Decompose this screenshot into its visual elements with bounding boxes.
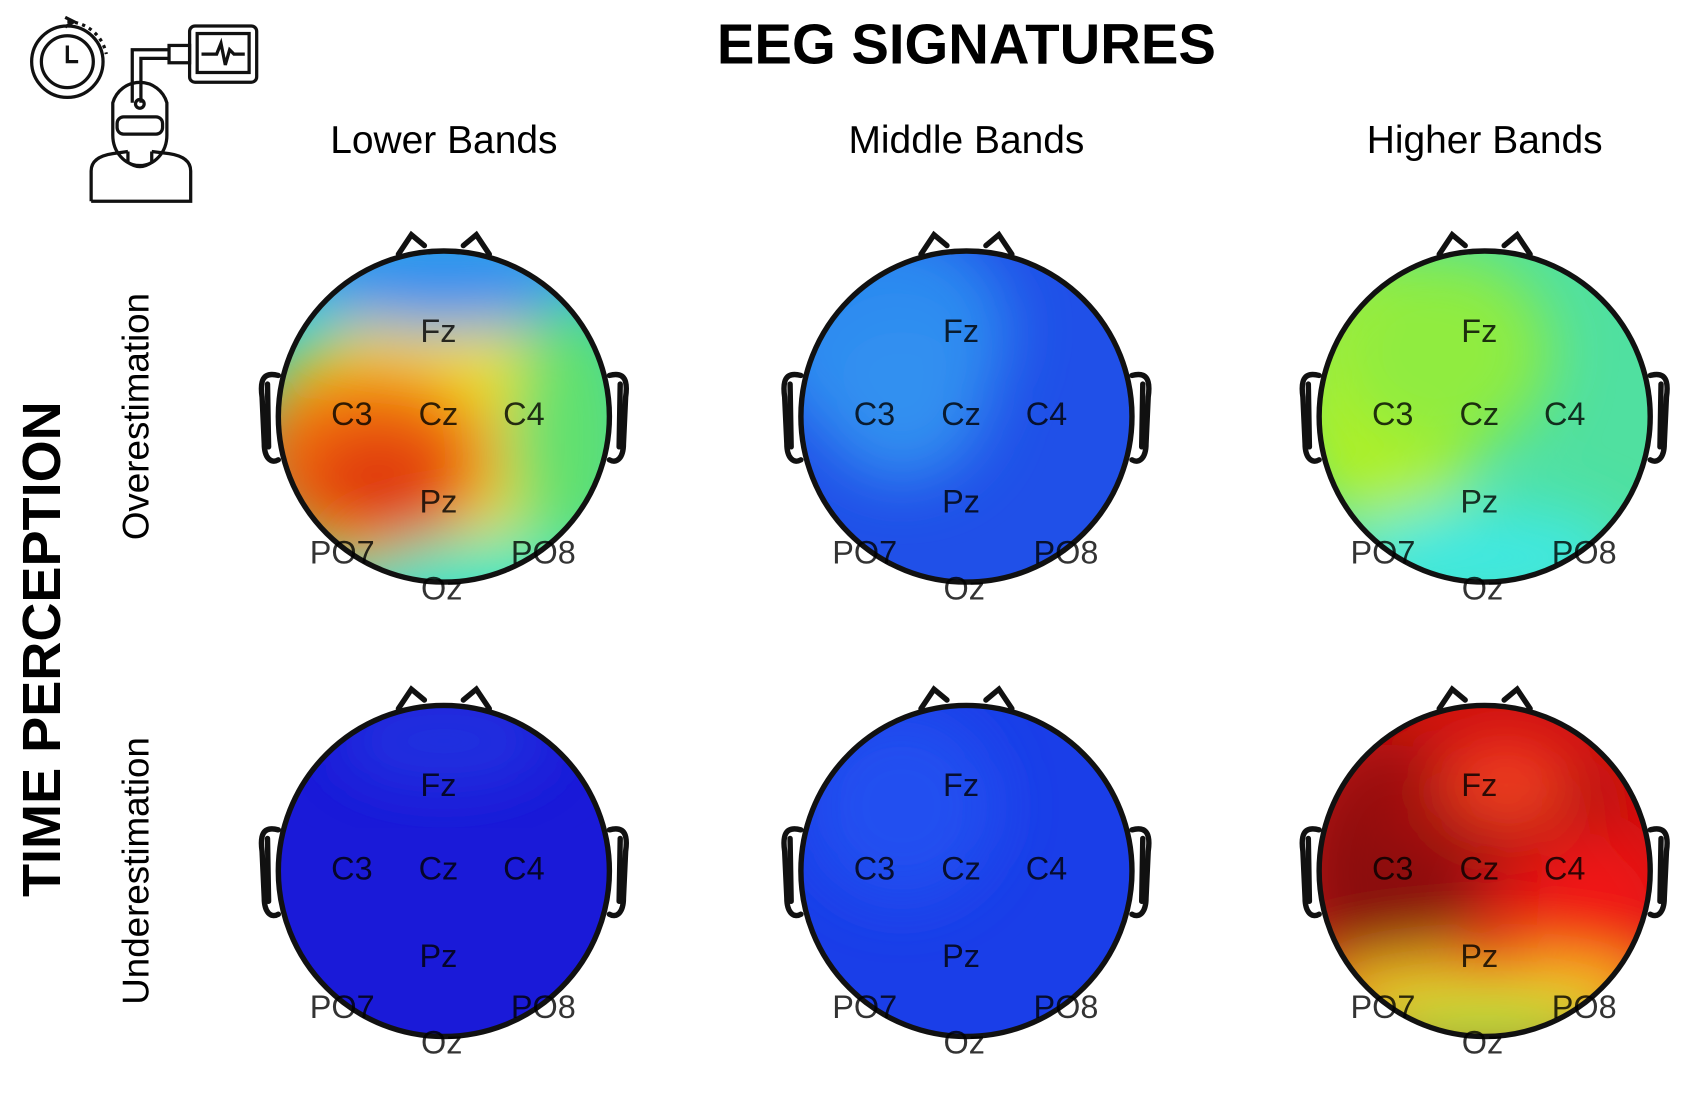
figure-title: EEG SIGNATURES — [717, 13, 1216, 76]
nose — [1436, 685, 1533, 712]
electrode-label: Fz — [943, 313, 979, 349]
electrode-label: C4 — [1544, 396, 1585, 432]
electrode-label: PO8 — [1034, 535, 1099, 571]
eeg-icon — [30, 15, 259, 203]
electrode-label: PO7 — [832, 989, 897, 1025]
electrode-label: Oz — [1462, 570, 1503, 606]
electrode-label: Cz — [941, 396, 981, 432]
ear — [606, 371, 629, 464]
electrode-label: Oz — [421, 570, 462, 606]
topomap-fill — [800, 251, 1132, 583]
electrode-label: Cz — [1459, 396, 1499, 432]
electrode-label: PO7 — [832, 535, 897, 571]
electrode-label: Pz — [942, 484, 980, 520]
head-outline — [275, 702, 613, 1040]
head-outline — [798, 702, 1135, 1040]
ear — [258, 826, 282, 919]
electrode-label: Fz — [420, 767, 456, 803]
ear — [1129, 826, 1152, 919]
ear — [1647, 826, 1670, 919]
electrode-label: PO8 — [1552, 535, 1617, 571]
head-outline — [1316, 702, 1653, 1040]
nose — [1436, 230, 1533, 257]
topomap-fill — [278, 705, 610, 1037]
electrode-label: C3 — [854, 396, 895, 432]
electrode-label: C4 — [1026, 396, 1067, 432]
electrode-label: Cz — [419, 396, 459, 432]
electrode-label: Fz — [943, 767, 979, 803]
electrode-label: C3 — [1372, 851, 1413, 887]
column-header: Lower Bands — [330, 119, 557, 162]
electrode-label: C3 — [1372, 396, 1413, 432]
electrode-label: Oz — [944, 570, 985, 606]
electrode-label: Cz — [941, 851, 981, 887]
ear — [258, 371, 282, 464]
topomap: Fz C3 Cz C4 Pz PO7 PO8 Oz — [258, 230, 629, 606]
electrode-label: Pz — [420, 938, 458, 974]
row-label: Underestimation — [115, 737, 156, 1005]
topomap: Fz C3 Cz C4 Pz PO7 PO8 Oz — [258, 685, 629, 1061]
electrode-label: PO8 — [511, 535, 576, 571]
ear — [1647, 371, 1670, 464]
electrode-label: Oz — [1462, 1025, 1503, 1061]
electrode-label: Oz — [421, 1025, 462, 1061]
ear — [1299, 826, 1322, 919]
electrode-label: Pz — [420, 484, 458, 520]
electrode-label: PO8 — [1552, 989, 1617, 1025]
electrode-label: PO8 — [511, 989, 576, 1025]
column-header: Higher Bands — [1367, 119, 1603, 162]
ear — [781, 371, 804, 464]
topomap: Fz C3 Cz C4 Pz PO7 PO8 Oz — [1299, 685, 1670, 1061]
electrode-label: PO7 — [310, 535, 375, 571]
electrode-label: Pz — [1460, 938, 1498, 974]
nose — [918, 685, 1015, 712]
topomap: Fz C3 Cz C4 Pz PO7 PO8 Oz — [781, 230, 1152, 606]
electrode-label: Fz — [420, 313, 456, 349]
electrode-label: Fz — [1461, 767, 1497, 803]
electrode-label: C4 — [1026, 851, 1067, 887]
head-outline — [275, 248, 613, 585]
electrode-label: C4 — [503, 396, 544, 432]
nose — [918, 230, 1015, 257]
topomap: Fz C3 Cz C4 Pz PO7 PO8 Oz — [1299, 230, 1670, 606]
electrode-label: C3 — [331, 396, 372, 432]
ear — [1299, 371, 1322, 464]
topomap-fill — [800, 705, 1132, 1037]
head-outline — [1316, 248, 1653, 585]
column-header: Middle Bands — [848, 119, 1084, 162]
side-label: TIME PERCEPTION — [12, 401, 72, 897]
electrode-label: PO8 — [1034, 989, 1099, 1025]
electrode-label: Pz — [942, 938, 980, 974]
topomap-fill — [1319, 251, 1651, 583]
nose — [395, 685, 493, 712]
topomap: Fz C3 Cz C4 Pz PO7 PO8 Oz — [781, 685, 1152, 1061]
electrode-label: C3 — [331, 851, 372, 887]
electrode-label: PO7 — [1351, 989, 1416, 1025]
electrode-label: Oz — [944, 1025, 985, 1061]
electrode-label: C4 — [503, 851, 544, 887]
electrode-label: Cz — [419, 851, 459, 887]
ear — [1129, 371, 1152, 464]
electrode-label: PO7 — [1351, 535, 1416, 571]
electrode-label: C4 — [1544, 851, 1585, 887]
ear — [606, 826, 629, 919]
electrode-label: Fz — [1461, 313, 1497, 349]
electrode-label: Pz — [1460, 484, 1498, 520]
electrode-label: Cz — [1459, 851, 1499, 887]
ear — [781, 826, 804, 919]
head-outline — [798, 248, 1135, 585]
electrode-label: C3 — [854, 851, 895, 887]
nose — [395, 230, 493, 257]
electrode-label: PO7 — [310, 989, 375, 1025]
row-label: Overestimation — [115, 293, 156, 540]
